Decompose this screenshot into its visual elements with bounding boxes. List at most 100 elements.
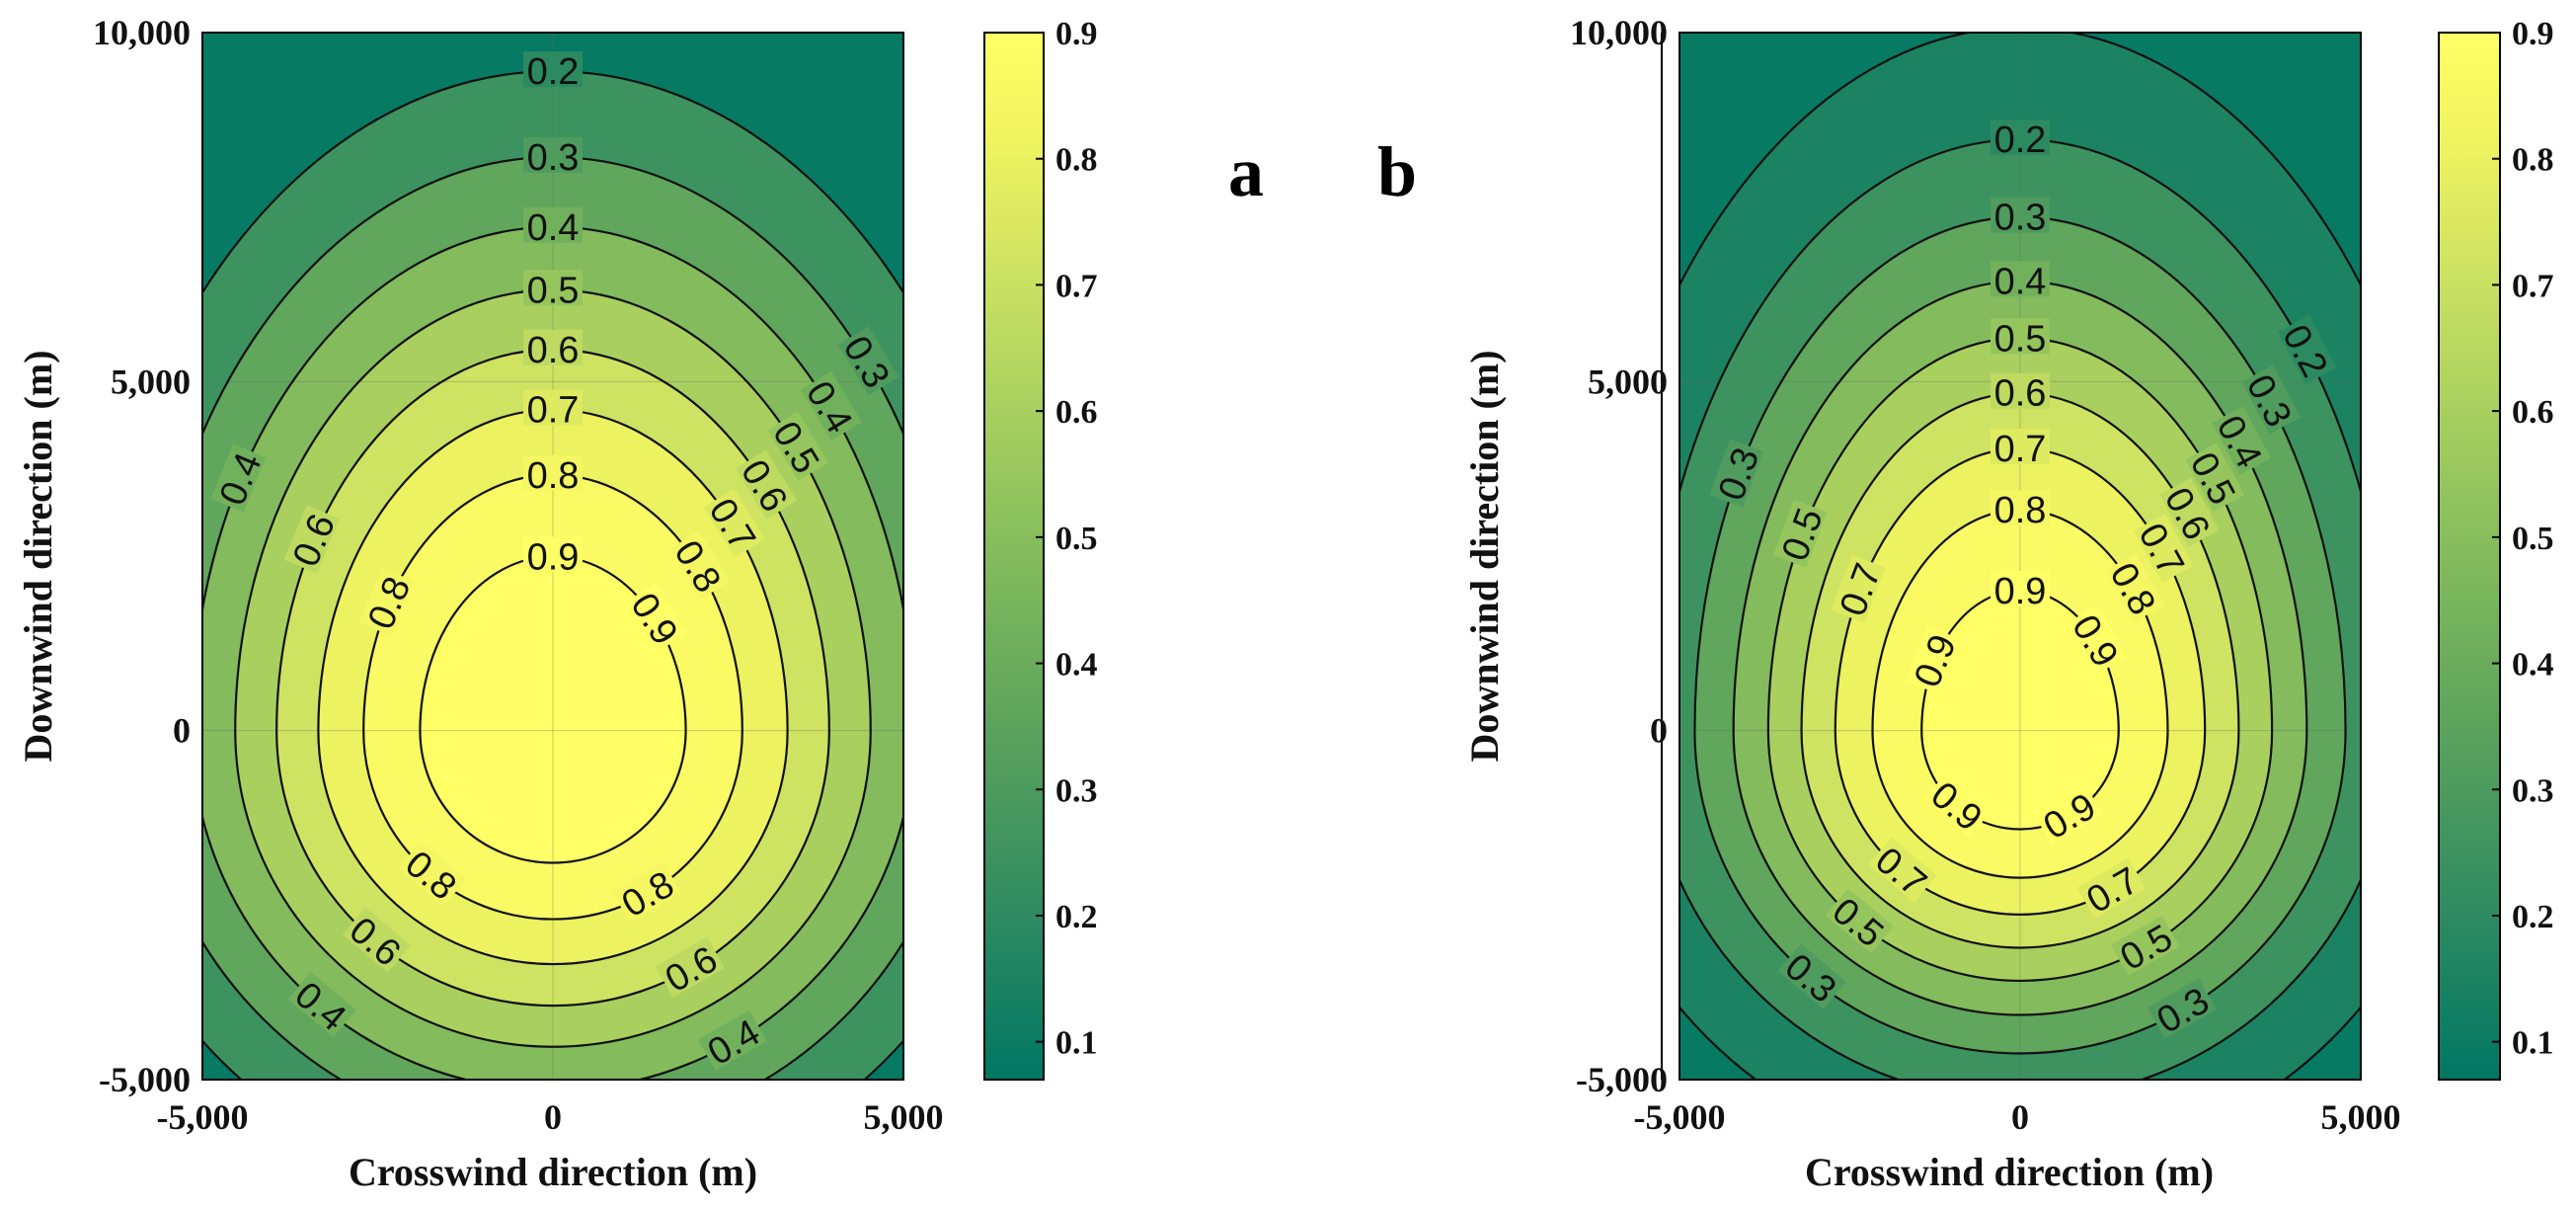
- contour-label-bg: [703, 488, 765, 558]
- colorbar-tick-label: 0.6: [2512, 394, 2554, 431]
- contour-label-0.5: 0.5: [1994, 318, 2047, 360]
- contour-label-bg: [1709, 439, 1763, 508]
- contour-label-bg: [1991, 570, 2050, 606]
- contour-label-bg: [1991, 490, 2050, 526]
- contour-line-0.8: [362, 473, 743, 921]
- contour-label-bg: [697, 1009, 767, 1071]
- contour-label-bg: [523, 536, 583, 573]
- contour-label-0.3: 0.3: [1994, 198, 2047, 239]
- y-axis-label-b: Downwind direction (m): [1462, 350, 1507, 762]
- contour-label-bg: [611, 861, 681, 923]
- colorbar-b-ticks: 0.1 0.2 0.3 0.4 0.5 0.6 0.7 0.8 0.9: [2492, 16, 2554, 1062]
- axes-a: -5,000 0 5,000 -5,000 0 5,000 10,000: [93, 13, 944, 1137]
- contour-label-0.4: 0.4: [527, 207, 580, 249]
- contour-label-0.6: 0.6: [527, 330, 580, 371]
- contour-label-0.7: 0.7: [1994, 429, 2047, 470]
- y-axis-label-a: Downwind direction (m): [16, 350, 60, 762]
- contour-label-bg: [1772, 499, 1828, 568]
- colorbar-b: 0.1 0.2 0.3 0.4 0.5 0.6 0.7 0.8 0.9: [2438, 16, 2554, 1081]
- colorbar-tick-label: 0.3: [1055, 772, 1098, 809]
- colorbar-tick-label: 0.8: [1055, 142, 1098, 179]
- colorbar-tick-label: 0.5: [1055, 521, 1098, 557]
- plot-frame-a: [201, 32, 904, 1081]
- contour-label-bg: [1868, 837, 1937, 903]
- contour-line-0.6: [275, 348, 830, 1008]
- colorbar-tick-label: 0.2: [2512, 899, 2554, 935]
- contour-label-bg: [1905, 625, 1961, 694]
- contour-label-bg: [668, 530, 731, 601]
- contour-label-bg: [523, 389, 583, 426]
- contour-label-0.9: 0.9: [1994, 571, 2047, 612]
- contour-label-bg: [523, 206, 583, 243]
- contour-label-bg: [2241, 364, 2302, 435]
- colorbar-tick-label: 0.9: [1055, 16, 1098, 52]
- contour-label-0.7: 0.7: [527, 390, 580, 432]
- colorbar-tick-label: 0.5: [2512, 521, 2554, 557]
- panel-a: 0.20.30.30.40.40.40.40.40.50.50.60.60.60…: [16, 13, 1264, 1194]
- contour-label-bg: [767, 411, 829, 481]
- contour-label-bg: [837, 326, 899, 396]
- colorbar-tick-label: 0.9: [2512, 16, 2554, 52]
- contour-label-bg: [210, 444, 267, 513]
- y-tick-label: 10,000: [93, 13, 191, 52]
- contour-label-bg: [523, 270, 583, 306]
- contour-label-bg: [523, 329, 583, 365]
- contour-label-bg: [2110, 915, 2180, 976]
- contour-label-bg: [2159, 477, 2220, 547]
- contour-label-0.8: 0.8: [527, 455, 580, 497]
- contour-band-0.9: [1921, 590, 2119, 830]
- plot-area-b: 0.20.20.30.30.30.3 0.30.40.40.50.50.50.5 0…: [1679, 33, 2361, 1080]
- contour-label-bg: [523, 51, 583, 88]
- x-tick-label: -5,000: [1634, 1097, 1726, 1137]
- panel-label-a: a: [1228, 132, 1264, 211]
- colorbar-tick-label: 0.4: [2512, 647, 2554, 684]
- contour-label-bg: [1991, 318, 2050, 355]
- contour-line-0.8: [1871, 509, 2169, 879]
- colorbar-tick-label: 0.2: [1055, 899, 1098, 935]
- contour-label-bg: [2104, 553, 2165, 622]
- colorbar-a-gradient: [983, 32, 1045, 1081]
- contour-label-bg: [287, 971, 356, 1038]
- x-tick-label: -5,000: [157, 1097, 249, 1137]
- contour-line-0.9: [419, 555, 687, 864]
- contour-label-bg: [1777, 943, 1847, 1009]
- y-tick-label: 10,000: [1570, 13, 1668, 52]
- contour-label-bg: [1991, 372, 2050, 409]
- y-tick-label: 5,000: [111, 362, 191, 401]
- contour-label-bg: [801, 370, 862, 441]
- contour-label-0.2: 0.2: [1994, 120, 2047, 161]
- contour-label-bg: [2185, 443, 2245, 513]
- contour-label-bg: [736, 449, 798, 520]
- contour-line-0.4: [202, 225, 903, 1080]
- axes-b: -5,000 0 5,000 -5,000 0 5,000 10,000: [1570, 13, 2401, 1137]
- contour-label-bg: [1923, 771, 1992, 838]
- colorbar-a-ticks: 0.1 0.2 0.3 0.4 0.5 0.6 0.7 0.8 0.9: [1036, 16, 1098, 1062]
- plot-frame-b: [1678, 32, 2362, 1081]
- contour-label-0.3: 0.3: [527, 137, 580, 179]
- contour-label-bg: [523, 136, 583, 173]
- x-tick-label: 0: [544, 1097, 562, 1137]
- contour-label-bg: [1991, 197, 2050, 233]
- colorbar-tick-label: 0.4: [1055, 647, 1098, 684]
- plot-area-a: 0.20.30.30.40.40.40.40.40.50.50.60.60.60…: [202, 33, 903, 1080]
- colorbar-tick-label: 0.7: [2512, 268, 2554, 304]
- contour-label-bg: [2147, 978, 2217, 1039]
- y-tick-label: 5,000: [1588, 362, 1668, 401]
- x-axis-label-a: Crosswind direction (m): [349, 1150, 757, 1194]
- contour-label-bg: [655, 936, 725, 998]
- contour-label-bg: [358, 567, 416, 637]
- colorbar-tick-label: 0.1: [1055, 1025, 1098, 1062]
- x-axis-label-b: Crosswind direction (m): [1805, 1150, 2214, 1194]
- contour-label-bg: [1991, 120, 2050, 156]
- contour-label-bg: [1991, 261, 2050, 297]
- colorbar-a: 0.1 0.2 0.3 0.4 0.5 0.6 0.7 0.8 0.9: [983, 16, 1098, 1081]
- contour-label-bg: [398, 841, 467, 907]
- contour-label-bg: [2033, 783, 2103, 845]
- contour-label-bg: [283, 505, 340, 574]
- contour-label-bg: [1825, 888, 1894, 954]
- contour-band-0.9: [420, 556, 686, 863]
- contour-label-bg: [1991, 429, 2050, 465]
- contour-label-bg: [2076, 857, 2147, 919]
- contour-line-0.7: [317, 408, 789, 966]
